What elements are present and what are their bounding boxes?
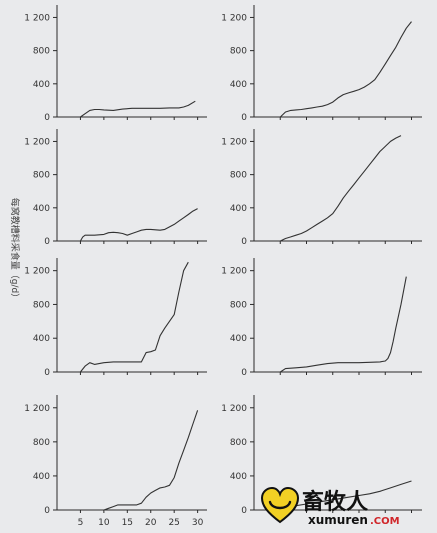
y-tick-label: 800 [230,438,247,448]
series-line-row1-left [80,100,196,118]
y-tick-label: 1 200 [24,267,50,277]
y-tick-label: 800 [33,47,50,57]
panel-row2-left: 0 400 800 1 200 [24,129,207,247]
y-tick-label: 400 [33,334,50,344]
series-line-row2-left [79,208,198,242]
x-tick-label: 30 [192,518,204,528]
panel-row3-left: 0 400 800 1 200 [24,258,207,378]
y-tick-label: 800 [33,300,50,310]
y-tick-label: 1 200 [221,404,247,414]
y-tick-label: 400 [230,472,247,482]
panel-row4-left: 0 400 800 1 200 5 10 15 20 25 30 [24,395,207,528]
y-tick-label: 800 [230,171,247,181]
y-tick-label: 400 [230,80,247,90]
y-tick-label: 1 200 [221,13,247,23]
y-tick-label: 1 200 [221,137,247,147]
series-line-row4-left [103,410,199,511]
x-tick-label: 20 [145,518,157,528]
series-line-row3-left [79,261,189,373]
y-tick-label: 1 200 [24,13,50,23]
panel-row1-left: 0 400 800 1 200 [24,5,207,123]
y-tick-label: 0 [241,368,247,378]
watermark-com: .COM [370,516,400,527]
series-line-row4-right [280,480,412,511]
y-tick-label: 400 [230,334,247,344]
y-tick-label: 0 [241,237,247,247]
x-tick-label: 10 [98,518,110,528]
panel-row1-right: 0 400 800 1 200 [221,5,422,123]
watermark-en: xumuren [308,513,368,527]
y-tick-label: 800 [230,47,247,57]
y-tick-label: 1 200 [24,137,50,147]
y-tick-label: 1 200 [24,404,50,414]
y-tick-label: 400 [230,204,247,214]
chart-panels: 0 400 800 1 200 0 400 800 1 200 0 400 800 1 200 0 400… [24,5,422,528]
y-tick-label: 0 [241,113,247,123]
y-tick-label: 800 [230,300,247,310]
y-tick-label: 400 [33,472,50,482]
x-tick-label: 5 [78,518,84,528]
y-tick-label: 800 [33,438,50,448]
series-line-row3-right [279,276,407,373]
y-tick-label: 0 [241,506,247,516]
watermark-cn: 畜牧人 [302,489,368,515]
panel-row3-right: 0 400 800 1 200 [221,258,422,378]
y-tick-label: 0 [44,113,50,123]
y-tick-label: 800 [33,171,50,181]
y-tick-label: 0 [44,506,50,516]
y-axis-label: 每窝教槽料采食量（g/d） [9,198,21,302]
series-line-row1-right [279,21,412,118]
y-tick-label: 400 [33,204,50,214]
y-tick-label: 0 [44,368,50,378]
watermark: 畜牧人 xumuren .COM [260,486,400,527]
panel-row2-right: 0 400 800 1 200 [221,129,422,247]
y-tick-label: 0 [44,237,50,247]
x-tick-label: 15 [122,518,133,528]
x-tick-label: 25 [168,518,179,528]
y-tick-label: 1 200 [221,267,247,277]
series-line-row2-right [280,135,402,242]
y-tick-label: 400 [33,80,50,90]
heart-logo-icon [260,486,300,524]
